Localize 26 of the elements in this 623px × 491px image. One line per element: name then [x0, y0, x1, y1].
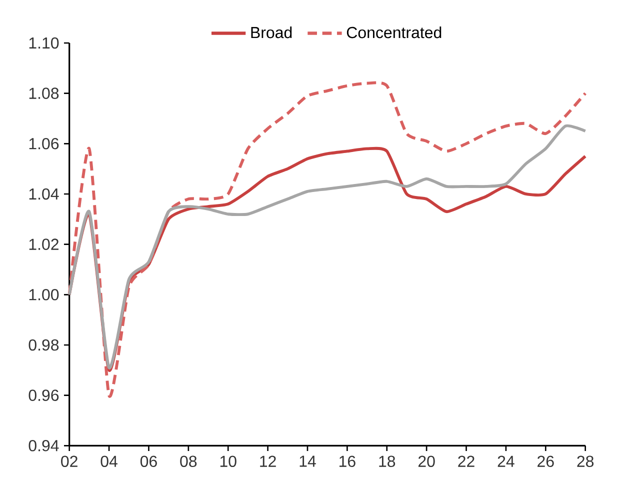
x-tick-label: 28	[577, 456, 594, 468]
y-tick-label: 0.96	[28, 390, 59, 401]
x-tick-label: 26	[538, 456, 554, 468]
x-tick-label: 14	[300, 456, 316, 467]
x-tick-label: 24	[498, 456, 514, 467]
y-tick-label: 1.06	[29, 138, 59, 150]
y-tick-label: 0.98	[28, 339, 59, 351]
y-tick-label: 1.08	[29, 88, 59, 99]
y-tick-label: 1.00	[29, 288, 59, 300]
y-tick-label: 1.02	[29, 238, 58, 250]
x-tick-label: 10	[220, 456, 236, 468]
x-tick-label: 04	[100, 456, 118, 468]
x-tick-label: 12	[260, 456, 276, 467]
x-tick-label: 06	[140, 456, 157, 468]
legend-label: Broad	[251, 26, 292, 38]
x-tick-label: 16	[339, 456, 356, 468]
x-tick-label: 02	[61, 456, 78, 468]
x-tick-label: 20	[418, 456, 435, 468]
line-series	[68, 81, 587, 397]
y-tick-label: 1.10	[29, 37, 59, 49]
y-tick-label: 0.94	[28, 440, 59, 452]
x-tick-label: 08	[180, 456, 197, 468]
x-tick-label: 18	[379, 456, 396, 468]
y-tick-label: 1.04	[29, 188, 59, 200]
x-tick-label: 22	[458, 456, 474, 467]
legend-label: Concentrated	[346, 26, 442, 38]
